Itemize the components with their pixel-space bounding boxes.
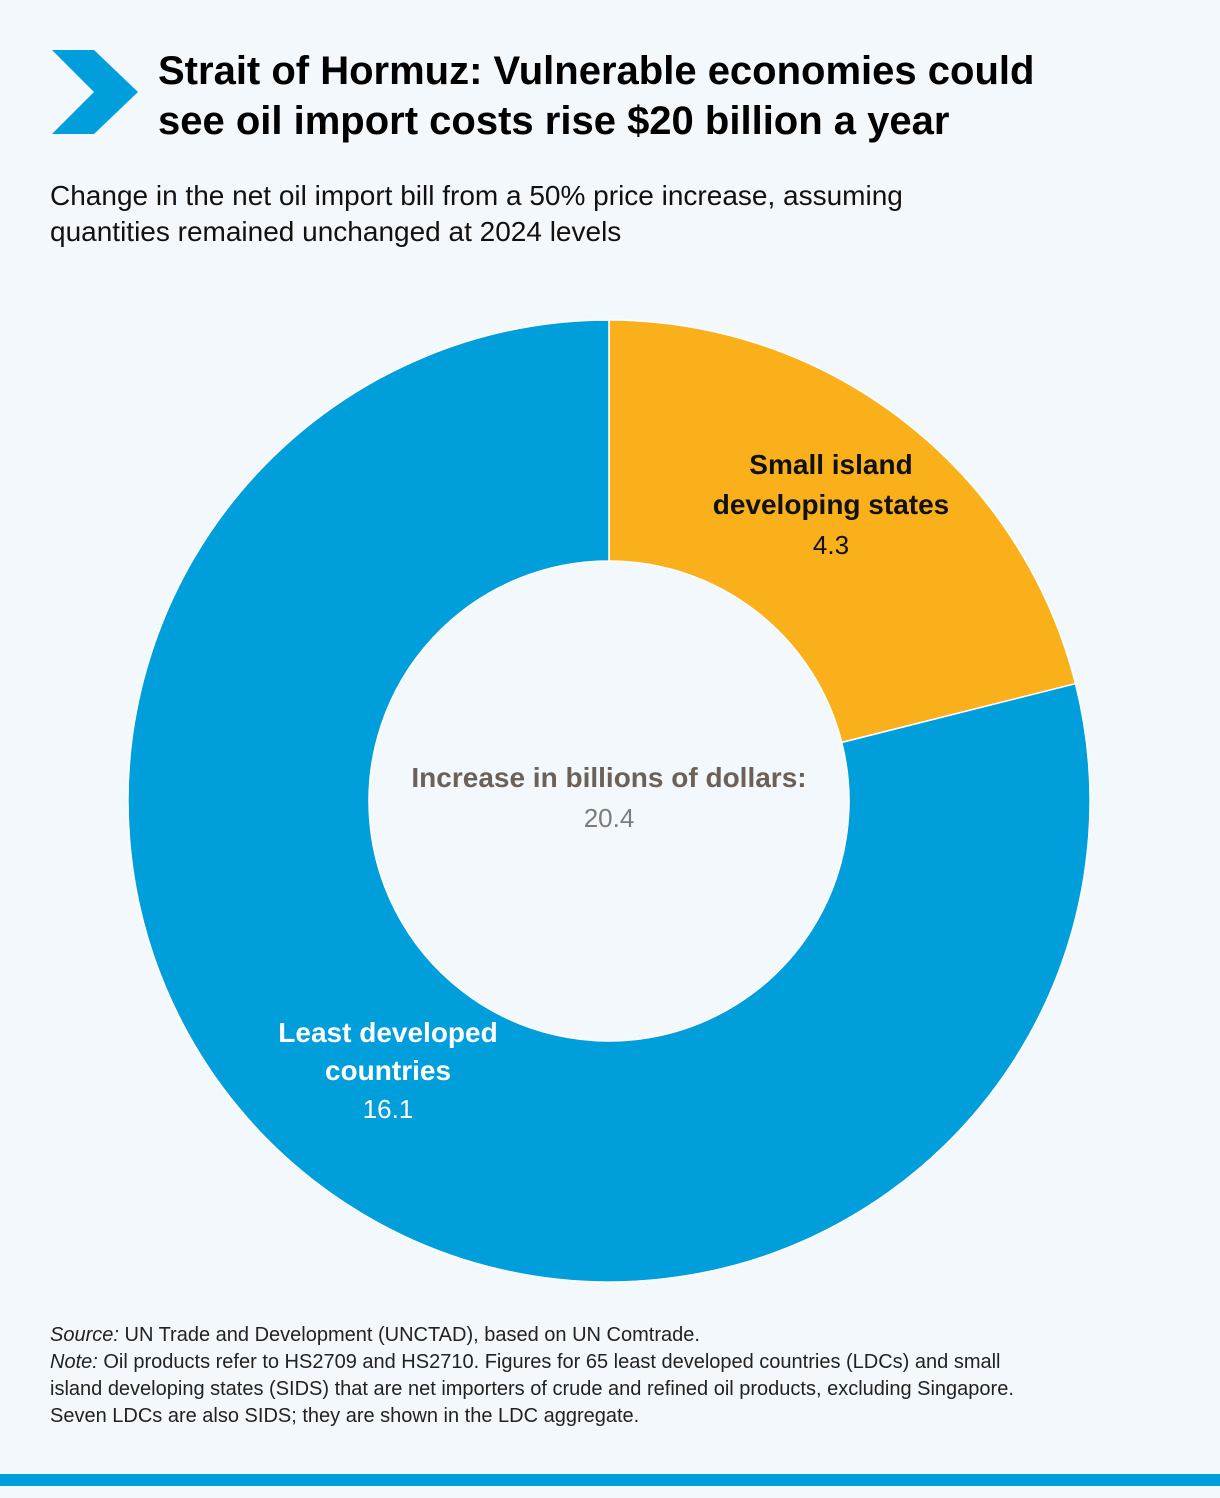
note-text-1: Oil products refer to HS2709 and HS2710.… bbox=[97, 1351, 1001, 1373]
note-line-3: Seven LDCs are also SIDS; they are shown… bbox=[50, 1405, 640, 1427]
chart-title: Strait of Hormuz: Vulnerable economies c… bbox=[158, 46, 1168, 146]
note-line-1: Note: Oil products refer to HS2709 and H… bbox=[50, 1349, 1180, 1376]
slice-label-0-line-1: developing states bbox=[713, 489, 950, 520]
chart-subtitle: Change in the net oil import bill from a… bbox=[50, 178, 1170, 250]
source-label: Source: bbox=[50, 1324, 119, 1346]
slice-value-1: 16.1 bbox=[363, 1094, 414, 1124]
chart-title-line-2: see oil import costs rise $20 billion a … bbox=[158, 99, 950, 143]
source-line: Source: UN Trade and Development (UNCTAD… bbox=[50, 1322, 1180, 1349]
slice-label-1-line-1: countries bbox=[325, 1055, 451, 1086]
source-text: UN Trade and Development (UNCTAD), based… bbox=[118, 1324, 700, 1346]
slice-label-0-line-0: Small island bbox=[749, 449, 912, 480]
donut-slice-1 bbox=[127, 319, 1091, 1283]
chart-title-line-1: Strait of Hormuz: Vulnerable economies c… bbox=[158, 49, 1035, 93]
center-value: 20.4 bbox=[584, 803, 635, 833]
note-label: Note: bbox=[50, 1351, 98, 1373]
chevron-right-icon bbox=[52, 50, 138, 134]
chart-subtitle-line-2: quantities remained unchanged at 2024 le… bbox=[50, 216, 622, 247]
chart-subtitle-line-1: Change in the net oil import bill from a… bbox=[50, 180, 903, 211]
chart-notes: Source: UN Trade and Development (UNCTAD… bbox=[50, 1322, 1180, 1430]
donut-slice-0 bbox=[608, 319, 1077, 744]
bottom-accent-bar bbox=[0, 1474, 1220, 1486]
center-label: Increase in billions of dollars: bbox=[411, 762, 806, 793]
slice-value-0: 4.3 bbox=[813, 530, 849, 560]
note-line-2: island developing states (SIDS) that are… bbox=[50, 1378, 1014, 1400]
slice-label-1-line-0: Least developed bbox=[278, 1017, 497, 1048]
